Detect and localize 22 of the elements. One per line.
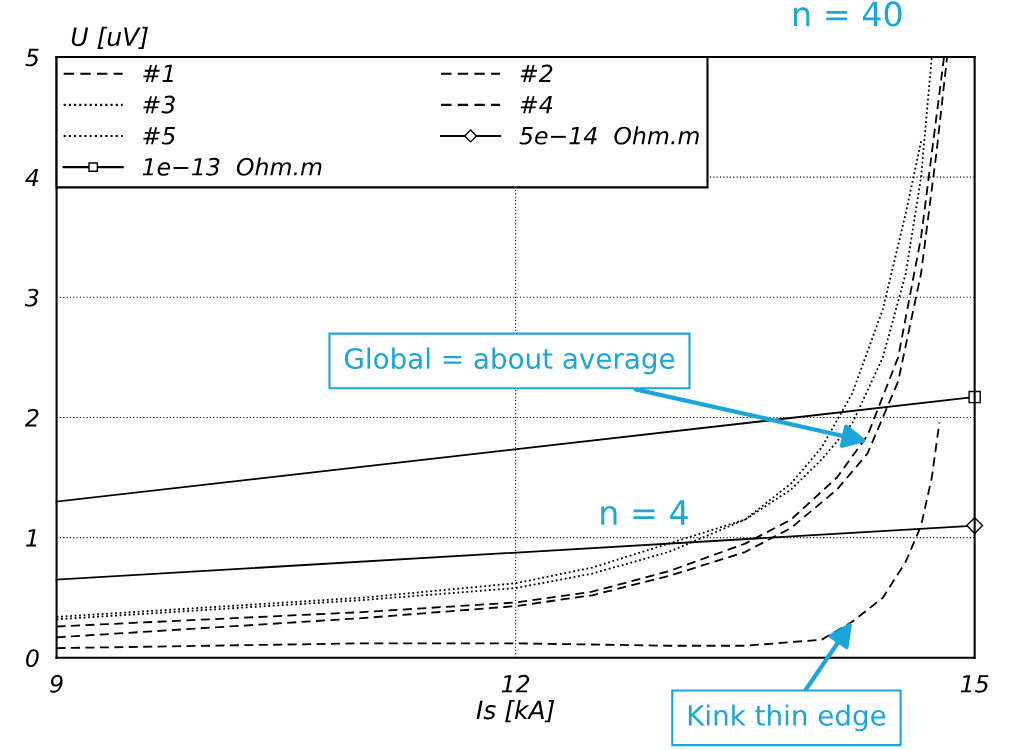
annotation: Kink thin edge [688, 704, 886, 732]
y-axis-title: U [uV] [71, 26, 148, 50]
legend-label: 5e−14 Ohm.m [519, 126, 699, 145]
y-tick-label: 5 [25, 48, 39, 67]
x-tick-label: 15 [960, 675, 989, 693]
legend-label: #4 [520, 95, 553, 114]
text: n = 40 [794, 1, 902, 27]
legend-label: 1e−13 Ohm.m [142, 157, 322, 176]
annotation: Global = about average [344, 347, 675, 375]
annotation: n = 4 [601, 500, 688, 525]
x-tick-label: 12 [501, 674, 530, 693]
y-tick-label: 3 [24, 288, 39, 307]
x-axis-title: Is [kA] [476, 700, 555, 723]
x-tick-label: 9 [50, 674, 63, 693]
y-tick-label: 0 [26, 649, 39, 668]
y-tick-label: 4 [25, 168, 39, 187]
legend-label: #5 [143, 127, 176, 145]
legend-label: #3 [143, 95, 175, 114]
legend-label: #1 [143, 64, 173, 83]
y-tick-label: 2 [24, 408, 39, 427]
y-tick-label: 1 [26, 529, 37, 547]
legend-label: #2 [520, 64, 553, 83]
